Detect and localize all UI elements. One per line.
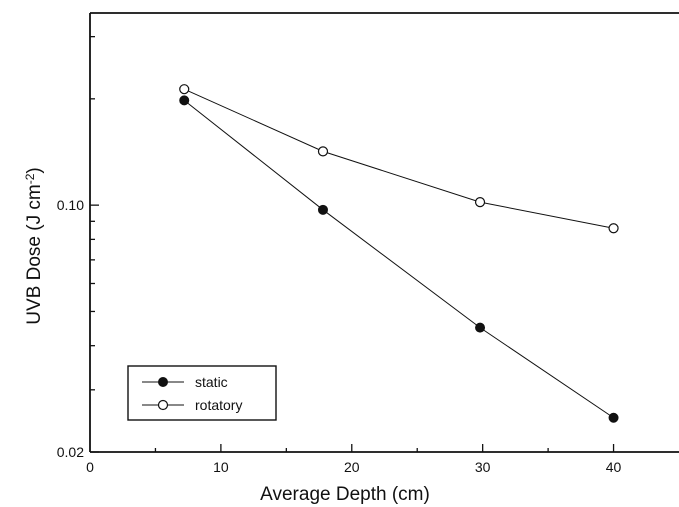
y-axis-title: UVB Dose (J cm-2) <box>23 167 45 324</box>
legend-rotatory-marker <box>157 399 169 411</box>
legend: static rotatory <box>127 365 277 421</box>
x-tick-label: 0 <box>86 459 94 475</box>
static-data-point <box>317 204 328 215</box>
x-tick-label: 10 <box>213 459 229 475</box>
series-layer <box>179 84 619 423</box>
x-tick-label: 20 <box>344 459 360 475</box>
legend-box <box>127 365 277 421</box>
y-axis-title-superscript: -2 <box>23 173 37 184</box>
rotatory-data-point <box>317 146 329 157</box>
legend-rotatory-label: rotatory <box>195 397 242 413</box>
x-axis: 0 10 20 30 40 <box>86 444 679 475</box>
static-data-point <box>608 412 619 423</box>
x-axis-title: Average Depth (cm) <box>260 484 430 505</box>
y-tick-label: 0.02 <box>57 444 84 460</box>
rotatory-series-line <box>184 88 614 229</box>
static-series-line <box>183 99 614 419</box>
rotatory-data-point <box>608 223 619 234</box>
x-tick-label: 40 <box>606 459 622 475</box>
y-axis-title-close: ) <box>24 167 45 173</box>
legend-static-marker <box>158 377 168 387</box>
y-axis: 0.02 0.10 <box>57 13 99 460</box>
rotatory-data-point <box>179 84 190 95</box>
rotatory-data-point <box>474 197 486 208</box>
y-axis-title-main: UVB Dose (J cm <box>24 184 45 324</box>
y-tick-label: 0.10 <box>57 197 84 213</box>
x-tick-label: 30 <box>475 459 491 475</box>
legend-static-label: static <box>195 374 228 390</box>
static-data-point <box>475 322 486 333</box>
static-data-point <box>179 95 190 106</box>
